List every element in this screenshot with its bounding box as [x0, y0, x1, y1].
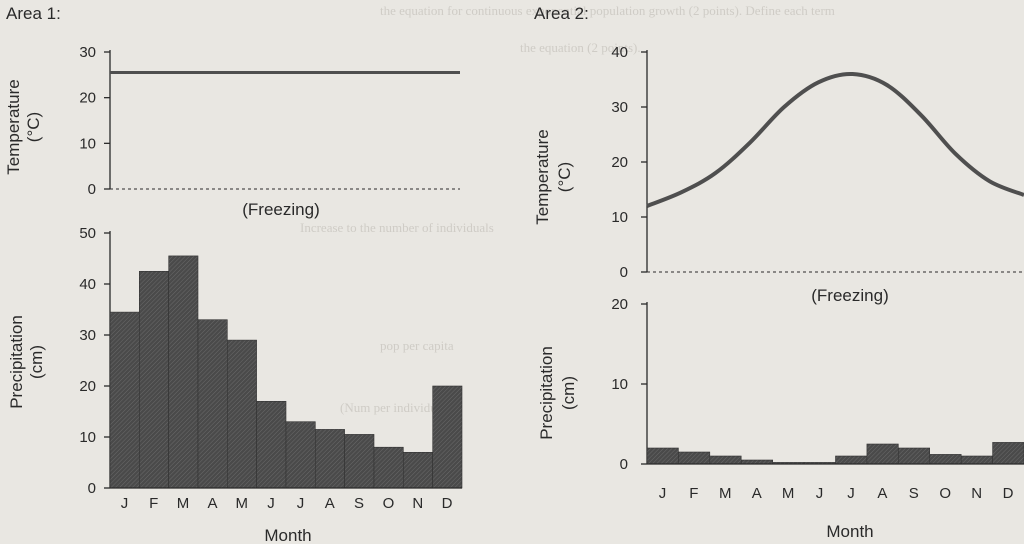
area-2-precip-bar-A: [866, 443, 899, 465]
area-1-precip-bar-F: [139, 270, 169, 489]
area-2-month-label-1: F: [689, 485, 699, 502]
area-1-freezing-label: (Freezing): [242, 200, 319, 219]
area-2-month-label-5: J: [816, 485, 824, 502]
area-1-precip-axis-title-line-2: (cm): [27, 345, 46, 379]
area-1-temp-axis-title-line-2: (°C): [24, 112, 43, 142]
ghost-note-2: pop per capita: [380, 338, 454, 353]
background-text: the equation for continuous exponential …: [300, 3, 835, 415]
area-2-month-label-11: D: [1003, 485, 1014, 502]
area1_precip-ytick-label-50: 50: [79, 225, 96, 242]
area-1-precip-bar-A: [314, 429, 345, 489]
area-1-precip-axis-title-line-1: Precipitation: [7, 315, 26, 409]
area-1-month-label-3: A: [207, 495, 218, 512]
area-2-month-label-10: N: [971, 485, 982, 502]
area1_precip-ytick-label-20: 20: [79, 378, 96, 395]
area-1-month-label-0: J: [121, 495, 129, 512]
area1_precip-ytick-label-0: 0: [88, 480, 96, 497]
area-2-month-label-3: A: [752, 485, 763, 502]
area-2-temp-axis-title-line-1: Temperature: [533, 129, 552, 224]
area-2-precip-bar-J: [835, 455, 868, 465]
area-1-precip-bar-J: [285, 421, 316, 489]
area1_temp-ytick-label-30: 30: [79, 44, 96, 61]
area-1-title: Area 1:: [6, 4, 61, 23]
area1_precip-ytick-label-40: 40: [79, 276, 96, 293]
ghost-line-1: the equation for continuous exponential …: [380, 3, 835, 18]
area-2-precip-axis-title-line-1: Precipitation: [537, 346, 556, 440]
area2_temp-ytick-label-40: 40: [611, 44, 628, 61]
area-1-month-label-5: J: [267, 495, 275, 512]
area-2-month-label-7: A: [877, 485, 888, 502]
area1_precip-ytick-label-30: 30: [79, 327, 96, 344]
area-2-precip-axis-title-line-2: (cm): [559, 376, 578, 410]
area-2-precip-bar-J: [646, 447, 679, 465]
area-1-month-label-2: M: [177, 495, 190, 512]
area-2-temp-line: [646, 71, 1024, 208]
area-2-precip-bar-S: [897, 447, 930, 465]
area-1-month-label-8: S: [354, 495, 365, 512]
area-2-freezing-label: (Freezing): [811, 286, 888, 305]
area-2-precip-bar-D: [992, 442, 1024, 465]
area-2-title: Area 2:: [534, 4, 589, 23]
area2_temp-ytick-label-30: 30: [611, 99, 628, 116]
area-2-temp-axis-title: Temperature (°C): [533, 129, 574, 224]
area-1-precip-bar-J: [256, 400, 287, 489]
area-1-month-label-4: M: [236, 495, 249, 512]
area-2-precip-axis-title: Precipitation (cm): [537, 346, 578, 440]
area2_precip-ytick-label-0: 0: [620, 456, 628, 473]
area2_temp-ytick-label-0: 0: [620, 264, 628, 281]
area-1-month-label-7: A: [325, 495, 336, 512]
area-1-precip-bar-A: [197, 319, 228, 489]
area-1-month-label-9: O: [383, 495, 395, 512]
area-1-precip-bar-D: [432, 385, 463, 489]
area-2-precip-bar-M: [709, 455, 742, 465]
ghost-line-2: the equation (2 points).: [520, 40, 641, 55]
area-1-precip-axis-title: Precipitation (cm): [7, 315, 46, 409]
area-1-precip-bar-J: [109, 311, 140, 489]
area-1-precip-bar-O: [373, 446, 404, 489]
area2_temp-ytick-label-10: 10: [611, 209, 628, 226]
area-1-month-label-6: J: [297, 495, 305, 512]
area-2-temp-axis-title-line-2: (°C): [555, 162, 574, 192]
area-2-month-axis-title: Month: [826, 522, 873, 541]
area-2-month-label-0: J: [659, 485, 667, 502]
area-1-temp-axis-title-line-1: Temperature: [4, 79, 23, 174]
area-2-month-label-4: M: [782, 485, 795, 502]
area2_temp-ytick-label-20: 20: [611, 154, 628, 171]
area-2-month-label-8: S: [909, 485, 920, 502]
area-2-month-label-2: M: [719, 485, 732, 502]
area-1-month-axis-title: Month: [264, 526, 311, 544]
ghost-note-3: (Num per individuals: [340, 400, 451, 415]
area-1-month-label-11: D: [442, 495, 453, 512]
area-2-precip-bar-N: [960, 455, 993, 465]
ghost-note-1: Increase to the number of individuals: [300, 220, 494, 235]
area2_precip-ytick-label-20: 20: [611, 296, 628, 313]
area-2-month-label-9: O: [939, 485, 951, 502]
area1_precip-ytick-label-10: 10: [79, 429, 96, 446]
area-2-precip-bar-F: [678, 451, 711, 465]
area-2-month-label-6: J: [847, 485, 855, 502]
area-1-month-label-1: F: [149, 495, 159, 512]
area-1-temp-axis-title: Temperature (°C): [4, 79, 43, 174]
area1_temp-ytick-label-0: 0: [88, 181, 96, 198]
area-1-precip-bar-S: [344, 434, 375, 489]
area-1-precip-bar-M: [168, 255, 199, 489]
area-1-precip-bar-M: [227, 339, 257, 489]
area1_temp-ytick-label-20: 20: [79, 90, 96, 107]
area-1-precip-bar-N: [402, 451, 433, 489]
area2_precip-ytick-label-10: 10: [611, 376, 628, 393]
area1_temp-ytick-label-10: 10: [79, 135, 96, 152]
area-1-month-label-10: N: [412, 495, 423, 512]
area-2-precip-bar-O: [929, 454, 962, 465]
